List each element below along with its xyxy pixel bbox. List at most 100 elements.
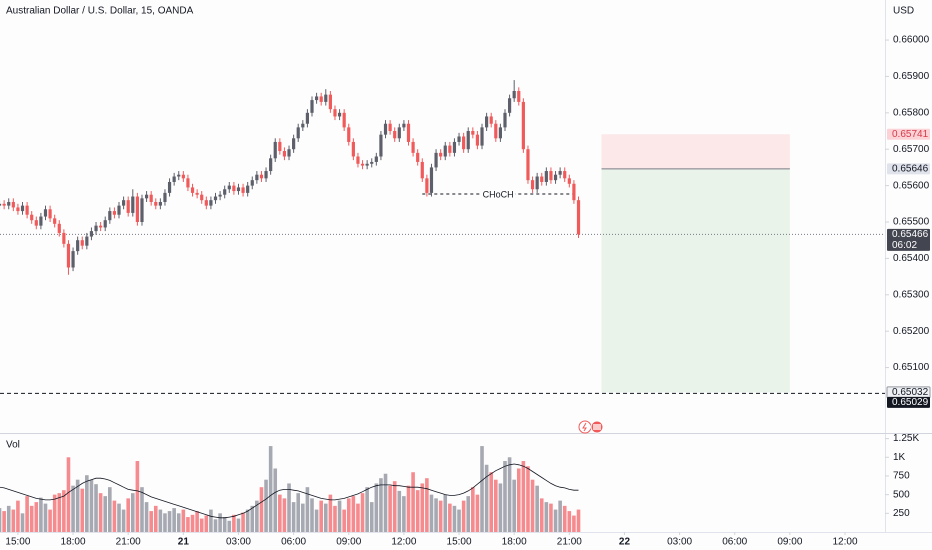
volume-bar — [39, 497, 43, 532]
candle-body — [448, 145, 452, 153]
volume-bar — [25, 496, 29, 532]
price-tag-bg — [887, 128, 930, 140]
candle-body — [190, 187, 195, 193]
volume-bar — [250, 505, 255, 532]
volume-bar — [461, 500, 466, 532]
volume-bar — [576, 509, 581, 532]
volume-bar — [167, 511, 172, 532]
candle-body — [209, 200, 213, 206]
candle-body — [397, 127, 401, 139]
candle-body — [544, 171, 548, 182]
stop-zone — [601, 134, 790, 169]
candle-body — [213, 196, 218, 201]
volume-bar — [337, 500, 342, 532]
volume-bar — [503, 461, 507, 532]
candle-body — [425, 178, 429, 193]
volume-bar — [471, 487, 475, 532]
candle-body — [370, 161, 374, 164]
volume-bar — [379, 478, 383, 532]
candle-body — [292, 138, 296, 150]
volume-bar — [255, 500, 259, 532]
candle-body — [278, 141, 282, 152]
candle-body — [337, 112, 342, 117]
y-tick-label: 0.65400 — [893, 253, 930, 264]
volume-bar — [264, 479, 268, 532]
volume-tick-label: 1K — [893, 452, 906, 463]
volume-bar — [273, 468, 278, 532]
candle-body — [172, 176, 176, 182]
volume-bar — [241, 512, 245, 532]
x-tick-label: 03:00 — [667, 537, 692, 548]
candle-body — [140, 198, 144, 223]
volume-bar — [314, 509, 319, 532]
price-tag: 0.65032 — [892, 387, 929, 398]
candle-body — [227, 185, 231, 190]
volume-tick-label: 500 — [893, 489, 910, 500]
volume-bar — [153, 505, 158, 532]
volume-bar — [186, 517, 190, 532]
y-tick-label: 0.65900 — [893, 71, 930, 82]
volume-bar — [75, 479, 80, 532]
volume-bar — [287, 483, 291, 532]
volume-bar — [310, 498, 314, 532]
event-icon[interactable] — [578, 420, 592, 434]
candle-body — [379, 134, 383, 157]
volume-bar — [346, 498, 351, 532]
volume-bar — [245, 509, 250, 532]
candle-body — [85, 236, 89, 246]
candle-body — [2, 203, 6, 206]
y-tick-label: 0.65100 — [893, 362, 930, 373]
candle-body — [177, 174, 181, 177]
x-tick-label: 22 — [619, 537, 631, 548]
chart-title: Australian Dollar / U.S. Dollar, 15, OAN… — [6, 6, 194, 17]
volume-bar — [438, 500, 443, 532]
candle-body — [103, 220, 107, 228]
y-tick-label: 0.66000 — [893, 35, 930, 46]
volume-bar — [530, 479, 535, 532]
x-tick-label: 21:00 — [116, 537, 141, 548]
candle-body — [457, 136, 461, 142]
volume-bar — [6, 505, 11, 532]
volume-bar — [66, 457, 71, 532]
candle-body — [452, 141, 457, 153]
x-tick-label: 18:00 — [502, 537, 527, 548]
volume-bar — [448, 503, 452, 532]
volume-bar — [108, 487, 112, 532]
volume-bar — [103, 496, 108, 532]
candle-body — [200, 194, 204, 201]
candle-body — [89, 231, 94, 237]
candle-body — [154, 201, 158, 206]
volume-bar — [457, 509, 461, 532]
volume-bar — [190, 514, 195, 532]
candle-body — [122, 200, 126, 206]
candle-body — [186, 178, 190, 188]
candle-body — [16, 207, 20, 212]
volume-bar — [48, 509, 52, 532]
candle-body — [62, 232, 66, 244]
volume-bar — [89, 479, 94, 532]
candle-body — [540, 176, 544, 182]
price-tag: 0.65646 — [892, 164, 929, 175]
candle-body — [383, 123, 388, 135]
volume-bar — [282, 498, 287, 532]
candle-body — [195, 192, 199, 195]
candle-body — [0, 203, 2, 206]
candle-body — [71, 251, 75, 268]
volume-bar — [521, 461, 526, 532]
volume-bar — [388, 485, 392, 532]
volume-bar — [305, 487, 310, 532]
volume-bar — [20, 513, 25, 532]
event-icons[interactable] — [578, 420, 604, 434]
volume-bar — [539, 498, 544, 532]
volume-bar — [34, 502, 39, 532]
y-tick-label: 0.65600 — [893, 180, 930, 191]
volume-bar — [140, 487, 144, 532]
volume-bar — [411, 472, 415, 532]
candle-body — [94, 225, 98, 232]
volume-bar — [526, 466, 530, 532]
candle-body — [558, 171, 562, 175]
volume-bar — [181, 509, 186, 532]
candle-body — [347, 127, 351, 142]
volume-bar — [356, 503, 360, 532]
volume-tick-label: 1.25K — [893, 433, 919, 444]
